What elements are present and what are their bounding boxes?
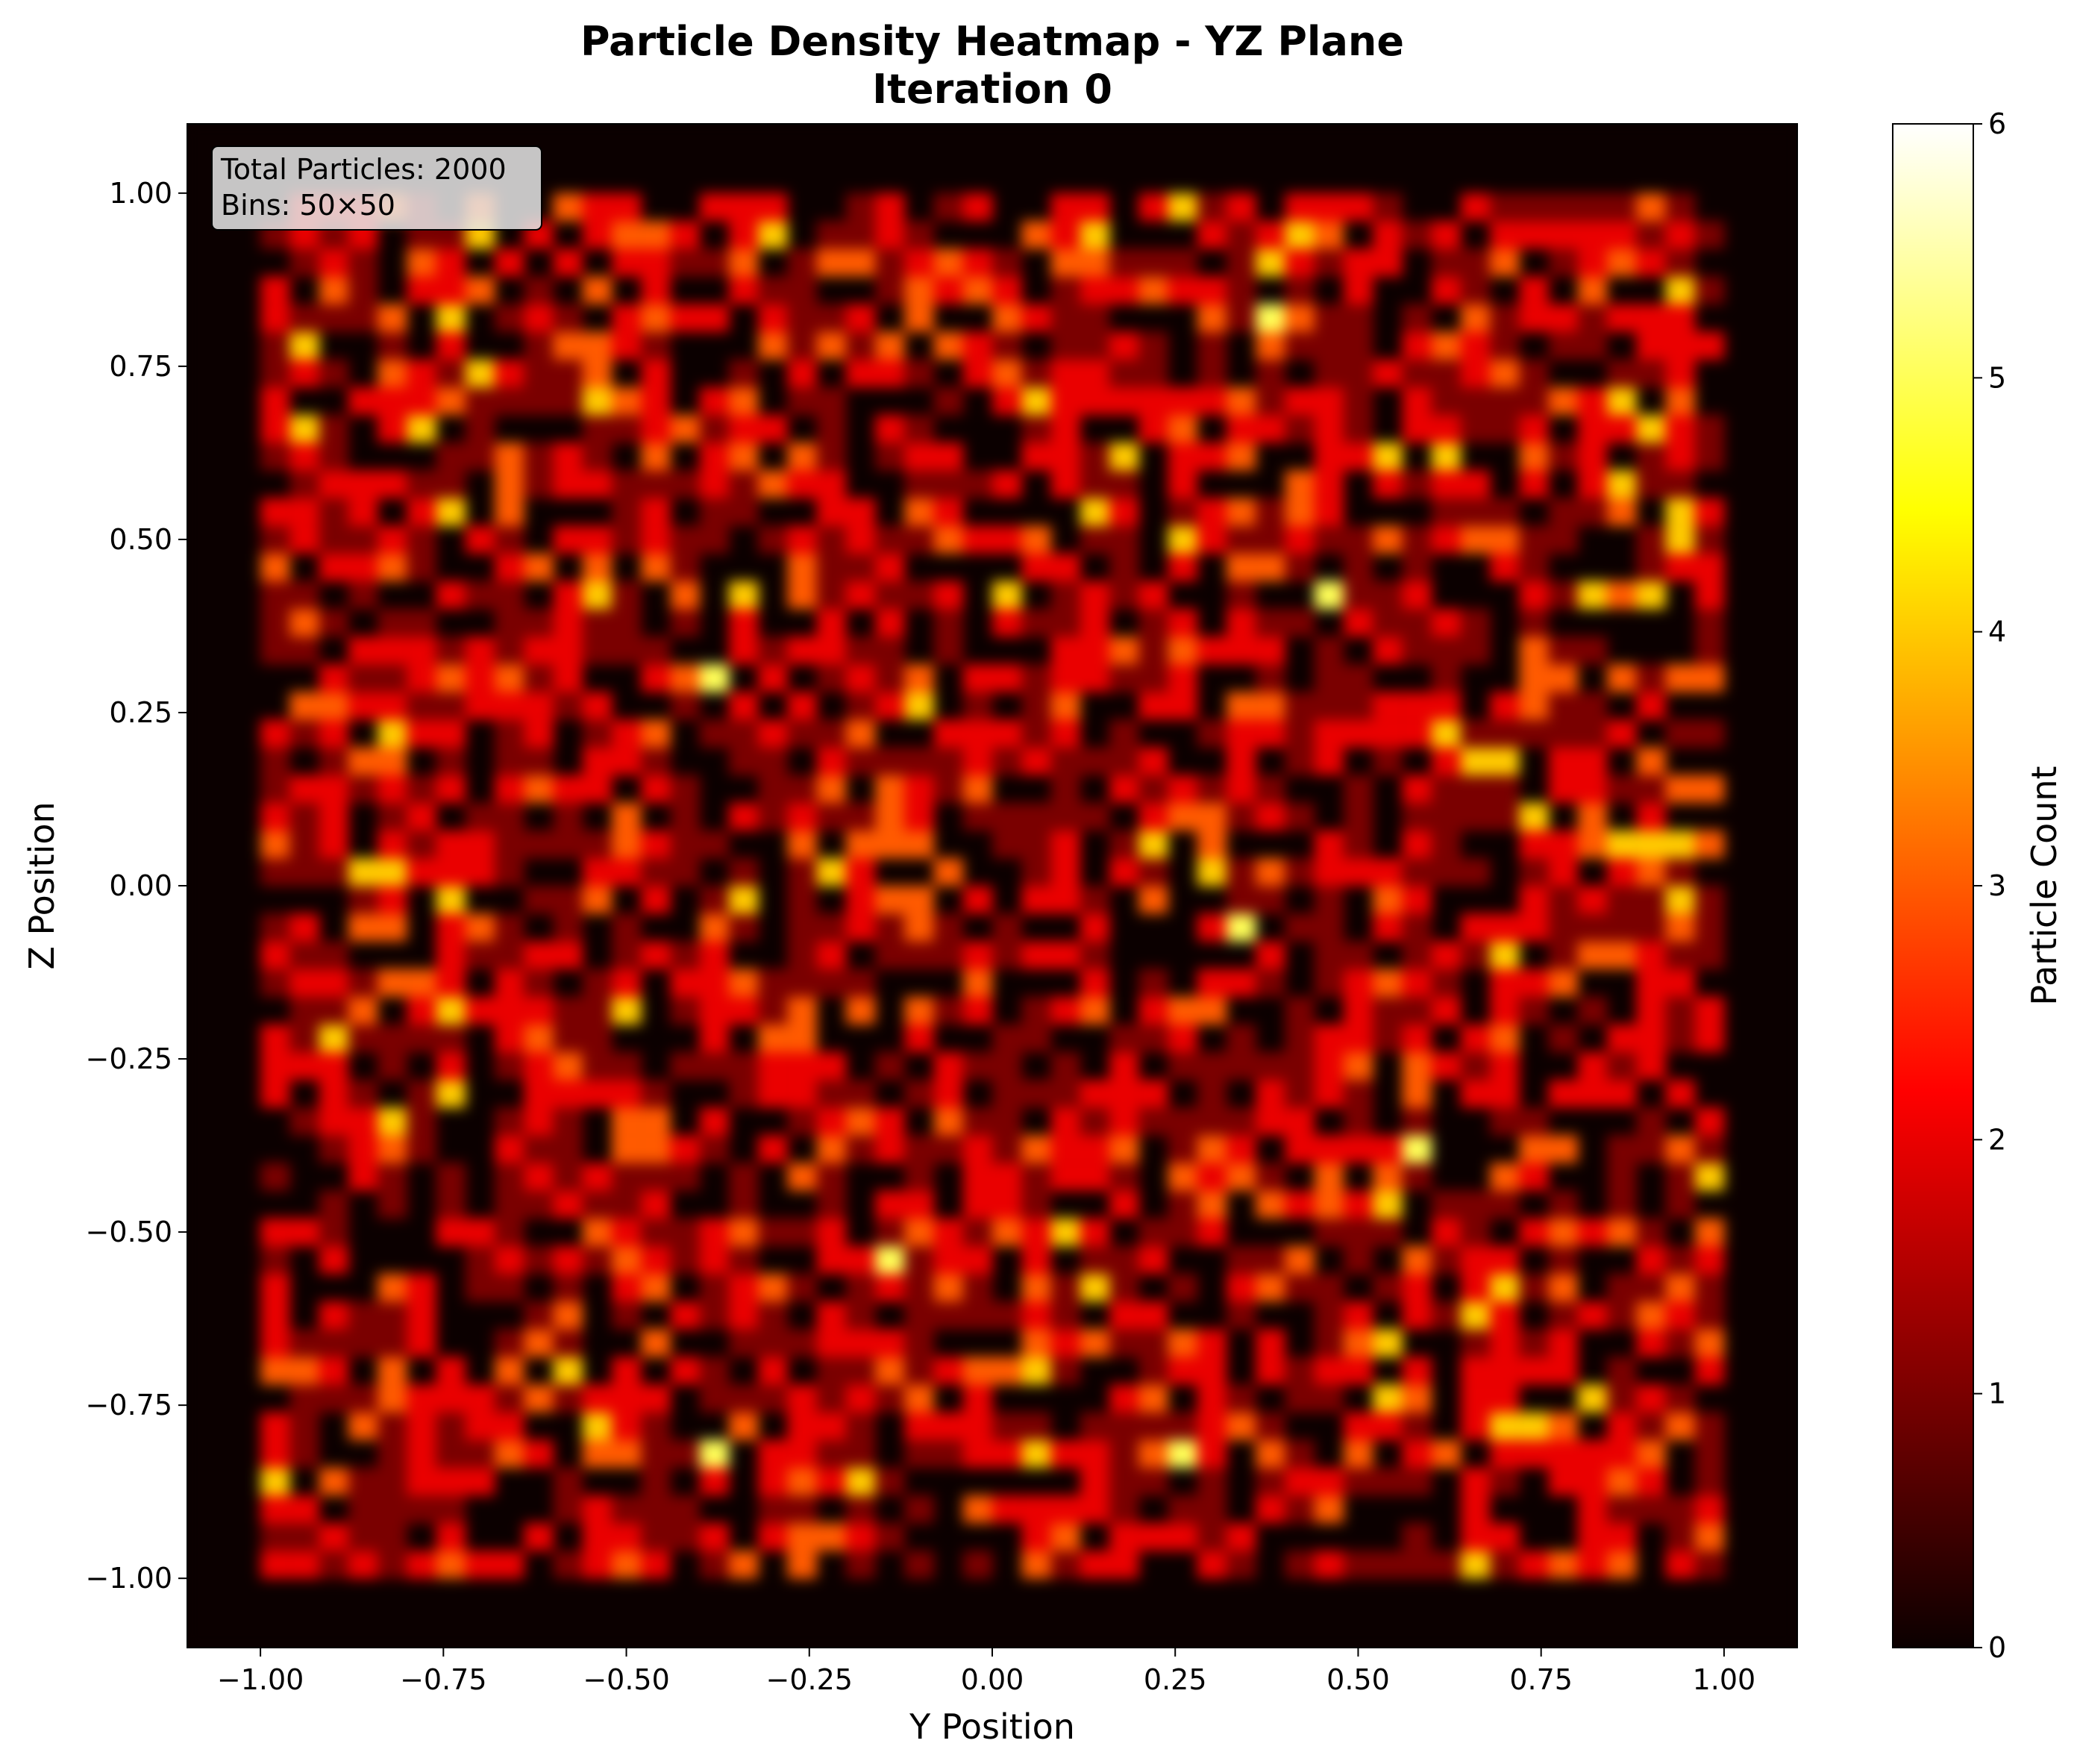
colorbar-tick-label: 2: [1988, 1123, 2006, 1156]
colorbar-tick-label: 1: [1988, 1377, 2006, 1410]
y-axis-label: Z Position: [22, 801, 62, 969]
colorbar: 0 1 2 3 4 5 6 Particle Count: [1892, 107, 2064, 1664]
x-tick-label: −1.00: [217, 1663, 304, 1696]
x-tick-label: −0.50: [583, 1663, 669, 1696]
colorbar-tick-label: 4: [1988, 616, 2006, 648]
colorbar-tick-label: 0: [1988, 1631, 2006, 1664]
y-axis: −1.00 −0.75 −0.50 −0.25 0.00 0.25 0.50 0.75 1.00: [86, 177, 187, 1595]
colorbar-ticks: 0 1 2 3 4 5 6: [1973, 107, 2006, 1664]
heatmap-cells: [187, 124, 1797, 1648]
colorbar-label: Particle Count: [2024, 766, 2064, 1005]
colorbar-tick-label: 6: [1988, 107, 2006, 140]
y-tick-label: 0.00: [109, 869, 172, 902]
annotation-box: [211, 146, 542, 231]
y-tick-label: 0.75: [109, 350, 172, 383]
colorbar-tick-label: 5: [1988, 361, 2006, 394]
x-tick-label: 0.00: [961, 1663, 1024, 1696]
y-tick-label: 1.00: [109, 177, 172, 210]
y-tick-label: −0.50: [86, 1216, 172, 1248]
annotation-bins: Bins: 50×50: [221, 189, 395, 222]
y-tick-label: 0.50: [109, 523, 172, 556]
x-tick-label: −0.75: [400, 1663, 486, 1696]
y-tick-label: −0.25: [86, 1042, 172, 1075]
x-axis: −1.00 −0.75 −0.50 −0.25 0.00 0.25 0.50 0.75 1.00: [217, 1648, 1755, 1696]
annotation-total-particles: Total Particles: 2000: [220, 153, 507, 186]
x-tick-label: 0.25: [1144, 1663, 1207, 1696]
y-tick-label: 0.25: [109, 696, 172, 729]
x-tick-label: 0.75: [1509, 1663, 1573, 1696]
x-tick-label: −0.25: [766, 1663, 853, 1696]
plot-frame: [187, 123, 1798, 1648]
info-annotation: Total Particles: 2000 Bins: 50×50: [211, 146, 542, 231]
chart-title: Particle Density Heatmap - YZ Plane: [580, 18, 1404, 65]
x-tick-label: 0.50: [1326, 1663, 1390, 1696]
x-axis-label: Y Position: [909, 1707, 1075, 1747]
y-tick-label: −0.75: [86, 1389, 172, 1421]
colorbar-tick-label: 3: [1988, 869, 2006, 902]
chart-subtitle: Iteration 0: [872, 66, 1112, 113]
x-tick-label: 1.00: [1693, 1663, 1756, 1696]
heatmap-image: [187, 124, 1797, 1648]
y-tick-label: −1.00: [86, 1562, 172, 1595]
colorbar-gradient: [1892, 123, 1974, 1648]
